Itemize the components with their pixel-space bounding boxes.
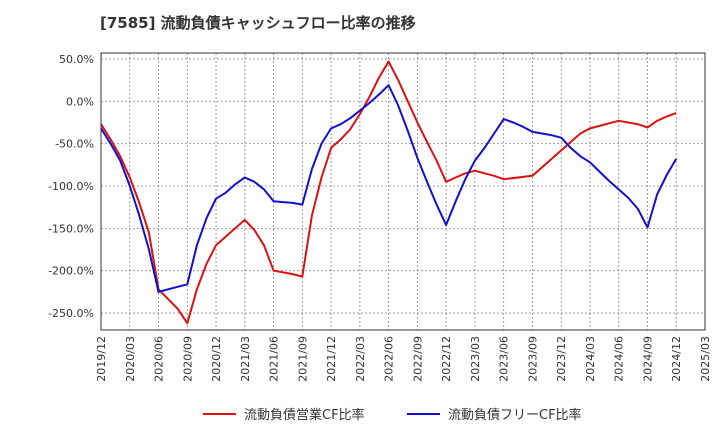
x-tick-label: 2022/03 [354,336,367,382]
x-tick-label: 2023/09 [526,336,539,382]
legend-label-2: 流動負債フリーCF比率 [448,407,582,423]
y-tick-label: -150.0% [48,222,94,235]
plot-frame [100,52,706,331]
y-tick-label: 0.0% [66,95,94,108]
x-tick-label: 2021/06 [268,336,281,382]
legend: 流動負債営業CF比率 流動負債フリーCF比率 [203,407,582,423]
y-tick-label: -200.0% [48,265,94,278]
x-tick-label: 2023/03 [469,336,482,382]
series-line-2 [100,84,678,293]
x-tick-label: 2022/09 [411,336,424,382]
x-tick-label: 2021/03 [239,336,252,382]
x-tick-label: 2020/12 [210,336,223,382]
x-tick-label: 2023/12 [555,336,568,382]
series-line-1 [100,60,677,325]
x-tick-label: 2020/03 [124,336,137,382]
x-tick-label: 2023/06 [498,336,511,382]
x-tick-label: 2021/09 [296,336,309,382]
x-tick-label: 2020/09 [181,336,194,382]
x-tick-label: 2020/06 [153,336,166,382]
x-tick-label: 2024/12 [670,336,683,382]
x-tick-label: 2024/09 [641,336,654,382]
x-tick-label: 2025/03 [699,336,712,382]
x-tick-label: 2021/12 [325,336,338,382]
y-tick-label: -50.0% [55,138,94,151]
grid-lines [100,53,706,330]
x-axis-ticks: 2019/12 2020/03 2020/06 2020/09 2020/12 2021/… [95,336,712,382]
chart-title: [7585] 流動負債キャッシュフロー比率の推移 [100,14,416,32]
series-lines [100,60,678,325]
x-tick-label: 2019/12 [95,336,108,382]
x-tick-label: 2024/06 [613,336,626,382]
y-axis-ticks: 50.0% 0.0% -50.0% -100.0% -150.0% -200.0% -250… [48,53,94,320]
y-tick-label: 50.0% [59,53,94,66]
legend-label-1: 流動負債営業CF比率 [244,407,365,423]
y-tick-label: -100.0% [48,180,94,193]
x-tick-label: 2024/03 [584,336,597,382]
x-tick-label: 2022/12 [440,336,453,382]
y-tick-label: -250.0% [48,307,94,320]
x-tick-label: 2022/06 [383,336,396,382]
